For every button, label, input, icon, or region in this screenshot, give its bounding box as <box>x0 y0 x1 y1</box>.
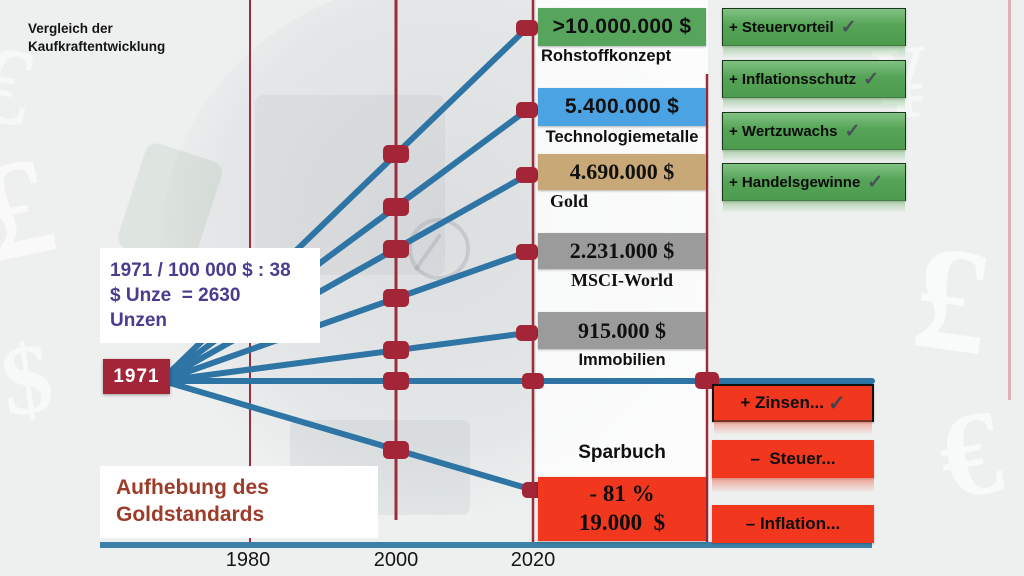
trend-line-sparbuch <box>167 380 536 493</box>
con-box-inflation: – Inflation... <box>712 505 874 543</box>
gold-standard-note: Aufhebung des Goldstandards <box>100 466 378 538</box>
con-box-steuer: – Steuer... <box>712 440 874 493</box>
data-marker <box>383 289 409 307</box>
label-msci-world: MSCI-World <box>570 270 673 290</box>
start-year-box: 1971 <box>103 359 170 394</box>
data-marker <box>516 102 538 118</box>
pro-box-steuervorteil: + Steuervorteil ✓ <box>722 8 906 58</box>
data-marker <box>383 341 409 359</box>
trend-lines <box>165 25 875 493</box>
background-watermark-logo <box>408 218 470 280</box>
data-marker <box>516 325 538 341</box>
start-note-line2: $ Unze = 2630 <box>110 285 241 307</box>
data-marker <box>383 145 409 163</box>
trend-line-immobilien <box>167 330 530 383</box>
pro-box-handelsgewinne: + Handelsgewinne ✓ <box>722 163 906 213</box>
label-sparbuch: Sparbuch <box>578 442 666 463</box>
label-rohstoffkonzept: Rohstoffkonzept <box>541 47 672 65</box>
value-box-sparbuch: - 81 % 19.000 $ <box>538 477 706 541</box>
label-immobilien: Immobilien <box>578 351 666 369</box>
data-marker <box>516 244 538 260</box>
con-box-label: – Steuer... <box>750 449 836 468</box>
slide-title-line2: Kaufkraftentwicklung <box>28 38 166 54</box>
x-tick-1980: 1980 <box>225 549 271 571</box>
pro-box-label: + Steuervorteil <box>729 18 834 36</box>
gold-standard-note-line1: Aufhebung des <box>116 476 269 499</box>
checkmark-icon: ✓ <box>863 68 880 90</box>
x-tick-2000: 2000 <box>373 549 419 571</box>
data-marker <box>383 372 409 390</box>
x-tick-2020: 2020 <box>510 549 556 571</box>
data-marker <box>383 441 409 459</box>
value-box-msci-world: 2.231.000 $ <box>538 233 706 269</box>
sparbuch-value: 19.000 $ <box>578 510 666 535</box>
value-box-immobilien: 915.000 $ <box>538 312 706 349</box>
background-stripe <box>1008 0 1011 400</box>
checkmark-icon: ✓ <box>840 16 857 38</box>
start-note-line1: 1971 / 100 000 $ : 38 <box>110 260 291 281</box>
sparbuch-percent: - 81 % <box>589 481 655 507</box>
year-gridlines <box>249 0 709 542</box>
data-marker <box>516 20 538 36</box>
checkmark-icon: ✓ <box>828 391 846 415</box>
slide-title: Vergleich der Kaufkraftentwicklung <box>28 20 165 55</box>
con-box-label: + Zinsen... <box>740 393 824 412</box>
pro-box-label: + Wertzuwachs <box>729 122 838 140</box>
slide-title-line1: Vergleich der <box>28 21 113 36</box>
checkmark-icon: ✓ <box>867 171 884 193</box>
trend-line-msci-world <box>167 249 530 381</box>
label-technologiemetalle: Technologiemetalle <box>545 128 699 146</box>
pro-box-label: + Handelsgewinne <box>729 173 861 191</box>
value-box-rohstoffkonzept: >10.000.000 $ <box>538 8 706 46</box>
checkmark-icon: ✓ <box>844 120 861 142</box>
pro-box-wertzuwachs: + Wertzuwachs ✓ <box>722 112 906 162</box>
value-box-gold: 4.690.000 $ <box>538 154 706 190</box>
x-axis-line <box>100 542 872 548</box>
pro-box-inflationsschutz: + Inflationsschutz ✓ <box>722 60 906 110</box>
start-note-line3: Unzen <box>110 310 167 332</box>
data-marker <box>383 240 409 258</box>
con-box-label: – Inflation... <box>745 514 841 533</box>
data-markers <box>383 20 719 498</box>
con-box-zinsen: + Zinsen... ✓ <box>712 384 874 435</box>
data-marker <box>383 198 409 216</box>
data-marker <box>522 373 544 389</box>
data-marker <box>516 167 538 183</box>
gold-standard-note-line2: Goldstandards <box>116 502 265 526</box>
pro-box-label: + Inflationsschutz <box>729 70 857 88</box>
start-note: 1971 / 100 000 $ : 38 $ Unze = 2630 Unze… <box>100 248 320 344</box>
value-box-technologiemetalle: 5.400.000 $ <box>538 88 706 126</box>
label-gold: Gold <box>550 191 589 211</box>
